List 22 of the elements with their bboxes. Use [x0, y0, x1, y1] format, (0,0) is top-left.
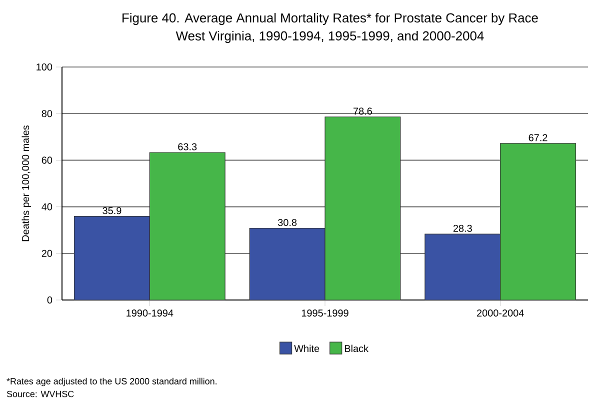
chart-subtitle: West Virginia, 1990-1994, 1995-1999, and 2000-2004 [176, 30, 484, 44]
data-label: 28.3 [453, 224, 472, 232]
data-label: 78.6 [354, 108, 372, 115]
y-tick-label: 100 [36, 63, 52, 71]
chart-title: Figure 40. Average Annual Mortality Rates* for Prostate Cancer by Race [122, 12, 538, 26]
y-axis-title: Deaths per 100,000 males [22, 125, 32, 242]
y-tick-label: 20 [42, 250, 52, 257]
y-tick-label: 0 [47, 296, 52, 304]
x-tick-label: 1990-1994 [126, 310, 174, 317]
text: *Rates age adjusted to the US 2000 standard million. [6, 378, 216, 386]
legend-label: White [294, 344, 320, 352]
y-tick-label: 40 [42, 203, 52, 210]
source-note: Source: WVHSC [6, 390, 74, 398]
y-tick-label: 60 [42, 156, 52, 164]
data-label: 30.8 [278, 218, 297, 226]
legend-label: Black [344, 344, 369, 352]
data-label: 63.3 [178, 143, 197, 150]
data-label: 67.2 [528, 134, 548, 142]
x-tick-label: 2000-2004 [477, 310, 524, 317]
y-tick-label: 80 [42, 110, 52, 118]
data-label: 35.9 [102, 207, 122, 214]
x-tick-label: 1995-1999 [302, 310, 348, 317]
